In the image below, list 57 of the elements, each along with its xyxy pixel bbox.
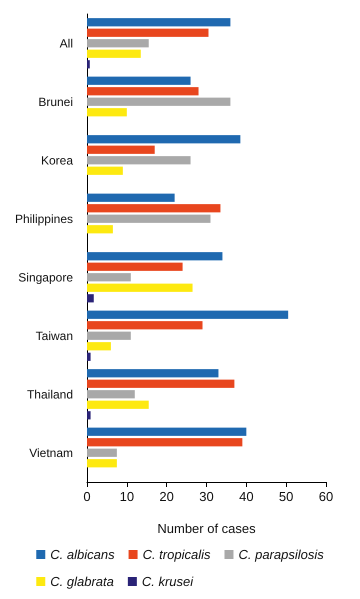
legend-label: C. krusei [142, 574, 194, 589]
bar [87, 400, 149, 409]
legend-label: C. tropicalis [142, 547, 211, 562]
bar [87, 369, 218, 378]
bar [87, 252, 222, 260]
x-tick-label: 60 [318, 489, 334, 504]
bar [87, 321, 203, 330]
bar [87, 310, 288, 319]
bar [87, 28, 208, 37]
y-tick-label: Philippines [14, 212, 73, 226]
bar [87, 166, 123, 175]
x-tick-label: 40 [239, 489, 254, 504]
bar [87, 156, 191, 164]
y-tick-label: Vietnam [29, 446, 73, 460]
y-tick-label: Thailand [26, 387, 73, 402]
bar [87, 60, 90, 68]
x-tick-label: 0 [83, 489, 91, 504]
bar [87, 262, 183, 271]
bar [87, 380, 234, 388]
bar [87, 352, 91, 361]
bar [87, 225, 113, 234]
bar [87, 39, 149, 48]
x-axis-title: Number of cases [157, 521, 256, 536]
y-tick-label: Singapore [18, 270, 74, 284]
bar [87, 98, 230, 106]
x-tick-label: 30 [199, 489, 214, 504]
bar [87, 87, 199, 96]
bar [87, 428, 246, 436]
legend-label: C. albicans [50, 547, 116, 562]
x-tick-label: 10 [120, 489, 134, 504]
bar [87, 273, 131, 282]
bar [87, 390, 135, 398]
bar [87, 411, 91, 420]
bar [87, 76, 191, 85]
bar [87, 214, 210, 223]
bar [87, 294, 94, 302]
bar [87, 50, 141, 58]
bar [87, 448, 117, 457]
y-tick-label: Taiwan [36, 328, 73, 343]
bar [87, 18, 230, 26]
bar [87, 342, 111, 350]
bar [87, 146, 155, 154]
y-tick-label: Korea [40, 153, 74, 168]
x-tick-label: 50 [278, 489, 294, 504]
bar [87, 108, 127, 116]
y-tick-label: Brunei [38, 94, 73, 109]
bar [87, 194, 175, 202]
legend-label: C. glabrata [50, 574, 114, 589]
bar [87, 332, 131, 340]
y-tick-label: All [60, 36, 73, 50]
bar [87, 284, 193, 292]
bar [87, 438, 242, 446]
bar [87, 204, 220, 212]
x-tick-label: 20 [159, 489, 174, 504]
bar [87, 135, 240, 144]
legend-label: C. parapsilosis [238, 547, 324, 562]
bar [87, 459, 117, 468]
